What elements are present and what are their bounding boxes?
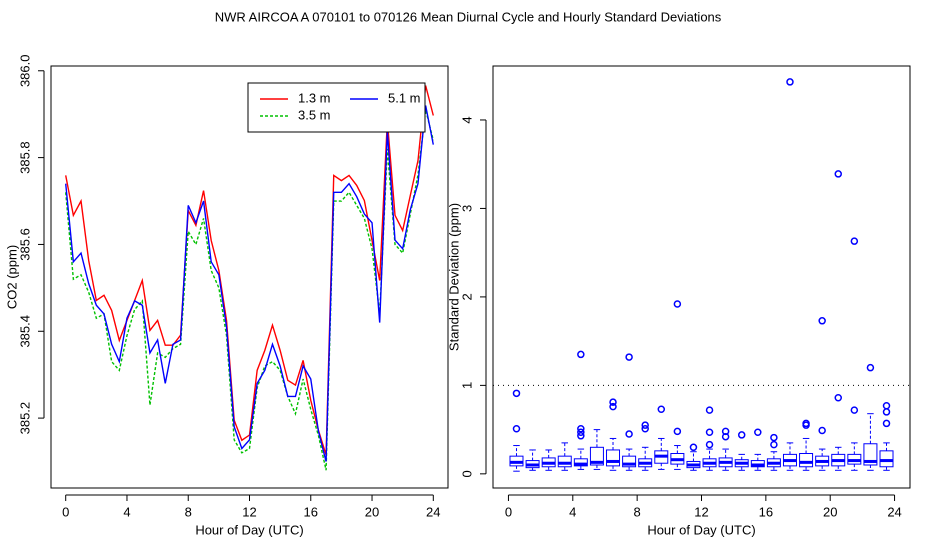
box xyxy=(606,449,621,467)
x-axis-title: Hour of Day (UTC) xyxy=(647,522,755,537)
x-tick-label: 4 xyxy=(123,504,130,519)
x-tick-label: 24 xyxy=(887,504,901,519)
outlier xyxy=(802,419,810,428)
y-axis-title: CO2 (ppm) xyxy=(4,245,19,309)
outlier xyxy=(834,394,842,402)
outlier xyxy=(657,405,666,414)
outlier xyxy=(705,428,714,437)
outlier xyxy=(786,78,794,86)
y-tick-label: 385.8 xyxy=(17,141,32,174)
outlier xyxy=(625,353,633,361)
y-tick-label: 3 xyxy=(459,205,474,212)
outlier xyxy=(882,419,891,428)
outlier xyxy=(609,398,617,406)
outlier xyxy=(818,317,826,325)
y-tick-label: 385.2 xyxy=(17,402,32,435)
y-tick-label: 0 xyxy=(459,470,474,477)
outlier xyxy=(689,443,698,452)
legend-box xyxy=(247,82,426,133)
plot-frame xyxy=(50,65,449,489)
y-tick-label: 1 xyxy=(459,382,474,389)
x-tick-label: 16 xyxy=(759,504,773,519)
box xyxy=(799,452,814,468)
outlier xyxy=(512,424,521,433)
legend-label: 1.3 m xyxy=(298,90,331,105)
outlier xyxy=(882,401,891,410)
x-axis-title: Hour of Day (UTC) xyxy=(195,522,303,537)
outlier xyxy=(625,430,633,438)
outlier xyxy=(641,424,649,433)
outlier xyxy=(577,428,585,437)
outlier xyxy=(866,363,875,372)
x-tick-label: 0 xyxy=(505,504,512,519)
outlier xyxy=(577,432,585,440)
box xyxy=(589,446,604,466)
outlier xyxy=(577,424,585,433)
outlier xyxy=(834,170,842,178)
outlier xyxy=(850,237,859,245)
box xyxy=(622,455,637,468)
x-tick-label: 8 xyxy=(634,504,641,519)
x-tick-label: 4 xyxy=(569,504,576,519)
outlier xyxy=(882,408,891,416)
box xyxy=(557,455,572,468)
box xyxy=(879,450,894,468)
y-tick-label: 385.6 xyxy=(17,228,32,261)
outlier xyxy=(770,440,778,449)
outlier xyxy=(609,402,617,411)
box xyxy=(863,443,878,466)
box xyxy=(573,458,588,467)
y-tick-label: 385.4 xyxy=(17,315,32,348)
y-tick-label: 2 xyxy=(459,293,474,300)
outlier xyxy=(850,406,859,414)
outlier xyxy=(673,427,682,436)
legend-label: 3.5 m xyxy=(298,107,331,122)
outlier xyxy=(737,431,746,439)
series-line xyxy=(65,109,434,471)
x-tick-label: 12 xyxy=(694,504,708,519)
y-tick-label: 386.0 xyxy=(17,55,32,88)
outlier xyxy=(705,406,714,414)
x-tick-label: 8 xyxy=(185,504,192,519)
y-tick-label: 4 xyxy=(459,116,474,123)
x-tick-label: 20 xyxy=(365,504,379,519)
x-tick-label: 20 xyxy=(823,504,837,519)
outlier xyxy=(770,433,778,442)
legend-label: 5.1 m xyxy=(388,90,421,105)
series-line xyxy=(65,105,434,462)
outlier xyxy=(512,389,521,398)
outlier xyxy=(673,300,682,308)
x-tick-label: 0 xyxy=(62,504,69,519)
x-tick-label: 12 xyxy=(242,504,256,519)
outlier xyxy=(705,440,714,449)
y-axis-title: Standard Deviation (ppm) xyxy=(446,203,461,351)
outlier xyxy=(721,427,730,436)
figure-title: NWR AIRCOA A 070101 to 070126 Mean Diurn… xyxy=(215,9,722,24)
plot-frame xyxy=(492,65,911,489)
x-tick-label: 24 xyxy=(426,504,440,519)
series-line xyxy=(65,85,434,456)
outlier xyxy=(818,426,826,435)
outlier xyxy=(577,350,585,359)
outlier xyxy=(641,421,649,429)
outlier xyxy=(754,428,762,437)
x-tick-label: 16 xyxy=(304,504,318,519)
